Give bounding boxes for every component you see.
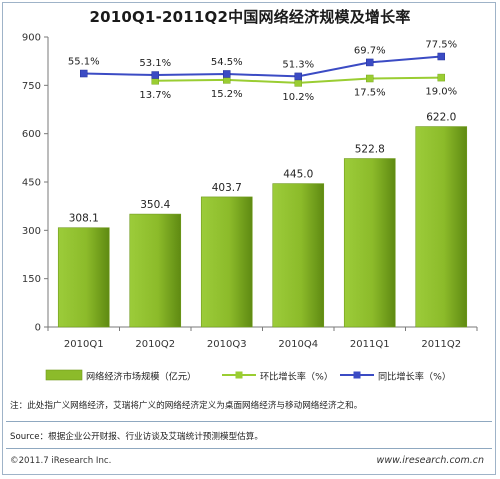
qoq-value-label: 17.5% [354, 88, 386, 99]
chart-canvas: 0 150 300 450 600 750 900 2010Q1 2010Q2 2010Q3 201… [22, 33, 478, 383]
bar-value-label: 622.0 [426, 112, 456, 124]
legend-bar-label: 网络经济市场规模（亿元） [86, 371, 196, 383]
yoy-line [83, 55, 442, 78]
y-tick-label: 900 [22, 33, 41, 44]
y-tick-label: 150 [22, 274, 41, 285]
legend-yoy-marker [353, 371, 361, 379]
qoq-value-label: 10.2% [282, 92, 314, 103]
x-tick-label: 2011Q1 [350, 339, 390, 350]
x-tick-label: 2010Q1 [64, 339, 104, 350]
qoq-marker [437, 73, 445, 82]
yoy-marker [366, 58, 374, 67]
footnote: 注：此处指广义网络经济，艾瑞将广义的网络经济定义为桌面网络经济与移动网络经济之和… [10, 401, 363, 411]
yoy-value-label: 53.1% [139, 58, 171, 69]
yoy-value-label: 77.5% [425, 40, 457, 51]
bar [57, 227, 110, 328]
yoy-value-label: 51.3% [282, 59, 314, 70]
qoq-marker [366, 74, 374, 83]
legend-bar-swatch [45, 369, 83, 381]
qoq-value-label: 13.7% [139, 90, 171, 101]
x-tick-label: 2010Q3 [207, 339, 247, 350]
legend-yoy-label: 同比增长率（%） [378, 371, 451, 383]
x-tick-label: 2010Q4 [278, 339, 318, 350]
yoy-marker [151, 71, 159, 79]
x-tick-label: 2010Q2 [135, 339, 175, 350]
y-tick-label: 300 [22, 226, 41, 237]
yoy-marker [223, 70, 231, 78]
yoy-value-label: 55.1% [68, 57, 100, 68]
bar-value-label: 403.7 [212, 182, 242, 194]
x-tick-label: 2011Q2 [421, 339, 461, 350]
copyright: ©2011.7 iResearch Inc. [10, 456, 112, 466]
yoy-marker [294, 72, 302, 81]
y-tick-label: 450 [22, 178, 41, 189]
qoq-marker [294, 79, 302, 87]
bar [343, 158, 396, 328]
chart-title: 2010Q1-2011Q2中国网络经济规模及增长率 [89, 8, 411, 26]
bar [200, 196, 253, 328]
bar [415, 126, 468, 328]
divider-bottom [6, 448, 492, 449]
yoy-marker [437, 52, 445, 61]
yoy-value-label: 54.5% [211, 57, 243, 68]
legend-qoq-label: 环比增长率（%） [260, 371, 333, 383]
divider-top [6, 421, 492, 422]
bar-value-label: 522.8 [355, 144, 385, 156]
bar-value-label: 350.4 [140, 199, 170, 211]
website-link[interactable]: www.iresearch.com.cn [376, 455, 484, 466]
y-tick-label: 750 [22, 81, 41, 92]
qoq-value-label: 15.2% [211, 89, 243, 100]
y-tick-label: 600 [22, 129, 41, 140]
source-note: Source：根据企业公开财报、行业访谈及艾瑞统计预测模型估算。 [10, 432, 263, 442]
legend-qoq-marker [235, 371, 243, 379]
qoq-value-label: 19.0% [425, 87, 457, 98]
bar [129, 213, 182, 328]
y-tick-label: 0 [35, 323, 41, 334]
bar [272, 183, 325, 328]
yoy-marker [80, 69, 88, 78]
yoy-value-label: 69.7% [354, 45, 386, 56]
bar-value-label: 308.1 [69, 213, 99, 225]
bar-value-label: 445.0 [283, 169, 313, 181]
